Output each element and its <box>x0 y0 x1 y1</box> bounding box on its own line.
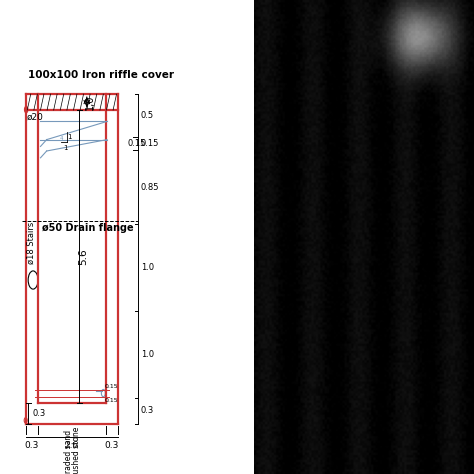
Text: 0.15: 0.15 <box>141 139 159 148</box>
Text: 5.6: 5.6 <box>78 248 88 265</box>
Text: 0.85: 0.85 <box>141 183 159 192</box>
Text: 0.15: 0.15 <box>105 398 118 402</box>
Text: Crushed stone: Crushed stone <box>72 427 81 474</box>
Text: 1: 1 <box>64 145 68 151</box>
Text: 100x100 Iron riffle cover: 100x100 Iron riffle cover <box>28 71 174 81</box>
Text: 1.0: 1.0 <box>141 350 154 359</box>
Text: 4: 4 <box>59 136 63 141</box>
Text: 0.3: 0.3 <box>25 441 39 450</box>
Text: 2.6: 2.6 <box>65 441 79 450</box>
Text: ø18 Stairs: ø18 Stairs <box>27 222 36 264</box>
Text: 1.0: 1.0 <box>141 263 154 272</box>
Text: 1: 1 <box>68 134 72 140</box>
Text: 0.15: 0.15 <box>105 383 118 389</box>
Text: 0.3: 0.3 <box>141 406 154 415</box>
Text: Graded sand: Graded sand <box>64 430 73 474</box>
Text: 1,0: 1,0 <box>85 94 95 110</box>
Text: 0.15: 0.15 <box>128 139 146 148</box>
Text: 0.3: 0.3 <box>32 409 46 418</box>
Text: ø20: ø20 <box>26 112 43 121</box>
Text: 0.5: 0.5 <box>141 111 154 120</box>
Text: 0.3: 0.3 <box>105 441 119 450</box>
Text: ø50 Drain flange: ø50 Drain flange <box>42 223 133 233</box>
